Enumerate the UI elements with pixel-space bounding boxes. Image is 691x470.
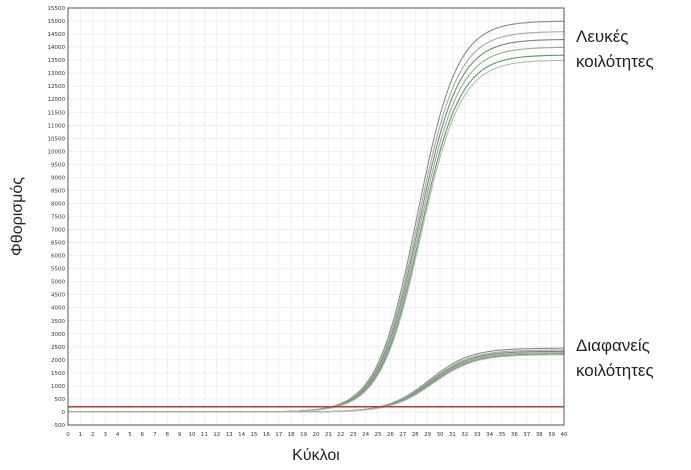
x-tick-label: 39 [548,432,555,438]
y-tick-label: 10000 [48,149,66,155]
y-tick-label: 9000 [51,175,65,181]
y-ticks: -500 0 500 1000 1500 2000 2500 3000 3500 4000 4500… [48,6,66,429]
x-tick-label: 37 [523,432,530,438]
y-tick-label: 0 [62,410,66,416]
x-tick-label: 8 [165,432,169,438]
x-tick-label: 0 [66,432,70,438]
x-tick-label: 28 [412,432,419,438]
y-tick-label: 3000 [51,332,65,338]
y-tick-label: 5000 [51,280,65,286]
x-tick-label: 32 [461,432,468,438]
x-tick-label: 14 [238,432,245,438]
x-tick-label: 26 [387,432,394,438]
x-tick-label: 34 [486,432,493,438]
annotation-white-wells-line1: Λευκές [576,27,629,46]
y-tick-label: 15000 [48,19,66,25]
x-tick-label: 13 [226,432,233,438]
y-tick-label: -500 [53,423,66,429]
x-tick-label: 23 [350,432,357,438]
y-tick-label: 5500 [51,267,65,273]
y-tick-label: 2500 [51,345,65,351]
plot-frame [67,7,565,426]
x-ticks: 0 1 2 3 4 5 6 7 8 9 10 11 12 13 14 15 16 17 18 19 20 21 22 23 24… [66,432,568,438]
x-tick-label: 11 [201,432,208,438]
x-tick-label: 1 [79,432,83,438]
x-tick-label: 10 [189,432,196,438]
y-tick-label: 13500 [48,58,66,64]
x-tick-label: 15 [251,432,258,438]
x-tick-label: 22 [337,432,344,438]
x-tick-label: 12 [213,432,220,438]
x-tick-label: 31 [449,432,456,438]
annotation-clear-wells-line1: Διαφανείς [576,336,650,355]
x-tick-label: 19 [300,432,307,438]
x-axis-title: Κύκλοι [292,447,340,464]
y-tick-label: 9500 [51,162,65,168]
x-tick-label: 38 [536,432,543,438]
x-tick-label: 2 [91,432,95,438]
y-tick-label: 7000 [51,228,65,234]
y-tick-label: 2000 [51,358,65,364]
x-tick-label: 18 [288,432,295,438]
x-tick-label: 33 [474,432,481,438]
x-tick-label: 21 [325,432,332,438]
amplification-curves [68,20,565,413]
y-tick-label: 8500 [51,188,65,194]
annotation-clear-wells-line2: κοιλότητες [576,361,654,380]
y-tick-label: 12000 [48,97,66,103]
x-tick-label: 16 [263,432,270,438]
annotation-white-wells-line2: κοιλότητες [576,52,654,71]
x-tick-label: 30 [437,432,444,438]
y-tick-label: 6000 [51,254,65,260]
x-tick-label: 27 [399,432,406,438]
y-tick-label: 12500 [48,84,66,90]
y-tick-label: 7500 [51,215,65,221]
y-tick-label: 1500 [51,371,65,377]
y-tick-label: 500 [55,397,66,403]
y-tick-label: 3500 [51,319,65,325]
y-tick-label: 8000 [51,201,65,207]
y-tick-label: 14000 [48,45,66,51]
y-tick-label: 10500 [48,136,66,142]
x-tick-label: 9 [178,432,182,438]
x-tick-label: 25 [375,432,382,438]
y-tick-label: 14500 [48,32,66,38]
x-tick-label: 36 [511,432,518,438]
x-tick-label: 4 [116,432,120,438]
y-tick-label: 6500 [51,241,65,247]
y-axis-title: Φθορισμός [9,177,26,256]
y-tick-label: 13000 [48,71,66,77]
y-tick-label: 15500 [48,6,66,12]
x-tick-label: 40 [561,432,568,438]
y-tick-label: 1000 [51,384,65,390]
y-tick-label: 11000 [48,123,66,129]
x-tick-label: 17 [275,432,282,438]
x-tick-label: 7 [153,432,157,438]
x-tick-label: 20 [313,432,320,438]
x-tick-label: 24 [362,432,369,438]
x-tick-label: 6 [141,432,145,438]
y-tick-label: 4500 [51,293,65,299]
x-tick-label: 3 [103,432,107,438]
x-tick-label: 29 [424,432,431,438]
y-tick-label: 11500 [48,110,66,116]
y-tick-label: 4000 [51,306,65,312]
curve-clear [68,354,565,413]
x-tick-label: 5 [128,432,132,438]
x-tick-label: 35 [499,432,506,438]
